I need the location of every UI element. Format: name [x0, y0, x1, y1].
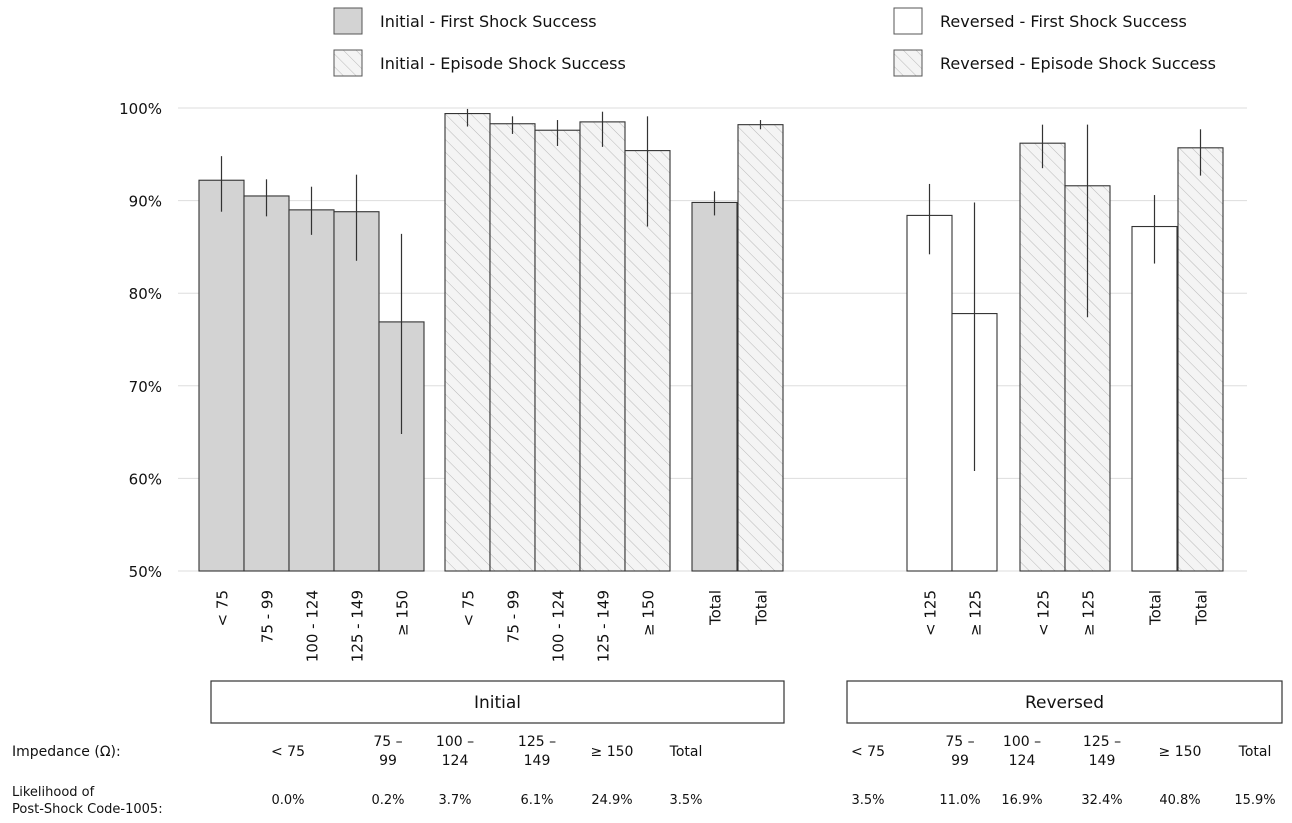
x-tick-label: 100 - 124 — [550, 590, 568, 662]
likelihood-value: 3.5% — [669, 793, 702, 808]
x-tick-label: 100 - 124 — [304, 590, 322, 662]
bar — [1131, 225, 1178, 572]
impedance-header: ≥ 150 — [1159, 744, 1202, 760]
x-tick-label: 125 - 149 — [595, 590, 613, 662]
bar — [691, 201, 738, 572]
likelihood-value: 6.1% — [520, 793, 553, 808]
group-label-initial: Initial — [474, 693, 521, 713]
bar — [1019, 142, 1066, 572]
impedance-header: 99 — [379, 753, 397, 769]
likelihood-value: 24.9% — [591, 793, 632, 808]
likelihood-value: 15.9% — [1234, 793, 1275, 808]
impedance-header: 149 — [524, 753, 551, 769]
legend-label-4: Reversed - Episode Shock Success — [940, 54, 1216, 73]
legend-label-3: Reversed - First Shock Success — [940, 12, 1187, 31]
x-tick-label: Total — [1147, 590, 1165, 626]
bar — [444, 113, 491, 572]
x-tick-label: ≥ 125 — [1080, 590, 1098, 636]
likelihood-row-label: Post-Shock Code-1005: — [12, 802, 163, 817]
bar — [737, 124, 784, 572]
legend-label-1: Initial - First Shock Success — [380, 12, 597, 31]
legend-swatch-1 — [333, 7, 363, 35]
impedance-header: 125 – — [1083, 734, 1121, 750]
bar — [579, 121, 626, 572]
bar — [198, 179, 245, 572]
impedance-header: 124 — [442, 753, 469, 769]
x-tick-label: < 125 — [922, 590, 940, 636]
x-tick-label: 75 - 99 — [505, 590, 523, 643]
impedance-header: Total — [669, 744, 703, 760]
legend-swatch-4 — [893, 49, 923, 77]
group-boxes: Initial Reversed — [210, 680, 1283, 724]
impedance-header: 149 — [1089, 753, 1116, 769]
impedance-row-label: Impedance (Ω): — [12, 744, 121, 760]
impedance-header: 75 – — [945, 734, 974, 750]
likelihood-value: 0.0% — [271, 793, 304, 808]
likelihood-value: 40.8% — [1159, 793, 1200, 808]
legend-swatch-3 — [893, 7, 923, 35]
group-box-reversed — [846, 680, 1283, 724]
likelihood-row-label: Likelihood of — [12, 785, 95, 800]
y-tick-label: 80% — [129, 285, 162, 303]
y-tick-label: 90% — [129, 193, 162, 211]
y-tick-label: 50% — [129, 563, 162, 581]
bar — [489, 123, 536, 572]
impedance-header: Total — [1238, 744, 1272, 760]
likelihood-value: 3.7% — [438, 793, 471, 808]
x-tick-label: Total — [753, 590, 771, 626]
x-tick-label: ≥ 125 — [967, 590, 985, 636]
x-tick-label: ≥ 150 — [394, 590, 412, 636]
likelihood-value: 32.4% — [1081, 793, 1122, 808]
likelihood-value: 3.5% — [851, 793, 884, 808]
impedance-header: 100 – — [1003, 734, 1041, 750]
x-tick-labels: < 75 75 - 99 100 - 124 125 - 149 ≥ 150 < 75 75… — [214, 590, 1211, 662]
y-tick-label: 100% — [119, 100, 162, 118]
impedance-header: 75 – — [373, 734, 402, 750]
impedance-header: 125 – — [518, 734, 556, 750]
x-tick-label: < 125 — [1035, 590, 1053, 636]
group-label-reversed: Reversed — [1025, 693, 1104, 713]
bar — [534, 129, 581, 572]
likelihood-value: 0.2% — [371, 793, 404, 808]
legend-swatch-2 — [333, 49, 363, 77]
impedance-header: ≥ 150 — [591, 744, 634, 760]
bar — [906, 214, 953, 572]
x-tick-label: < 75 — [460, 590, 478, 626]
x-tick-label: Total — [1193, 590, 1211, 626]
x-tick-label: 75 - 99 — [259, 590, 277, 643]
bar — [333, 211, 380, 572]
impedance-header: < 75 — [851, 744, 885, 760]
bar — [243, 195, 290, 572]
y-tick-label: 70% — [129, 378, 162, 396]
likelihood-value: 16.9% — [1001, 793, 1042, 808]
x-tick-label: 125 - 149 — [349, 590, 367, 662]
legend-label-2: Initial - Episode Shock Success — [380, 54, 626, 73]
y-tick-label: 60% — [129, 470, 162, 488]
x-tick-label: ≥ 150 — [640, 590, 658, 636]
bar — [288, 209, 335, 572]
impedance-header: 99 — [951, 753, 969, 769]
impedance-header: < 75 — [271, 744, 305, 760]
x-tick-label: < 75 — [214, 590, 232, 626]
likelihood-value: 11.0% — [939, 793, 980, 808]
likelihood-table: Impedance (Ω): Likelihood of Post-Shock Co… — [12, 734, 1276, 817]
group-box-initial — [210, 680, 785, 724]
legend: Initial - First Shock Success Initial - E… — [333, 7, 1216, 77]
x-tick-label: Total — [707, 590, 725, 626]
impedance-header: 100 – — [436, 734, 474, 750]
impedance-header: 124 — [1009, 753, 1036, 769]
bar — [1177, 147, 1224, 572]
bars — [198, 108, 1224, 572]
